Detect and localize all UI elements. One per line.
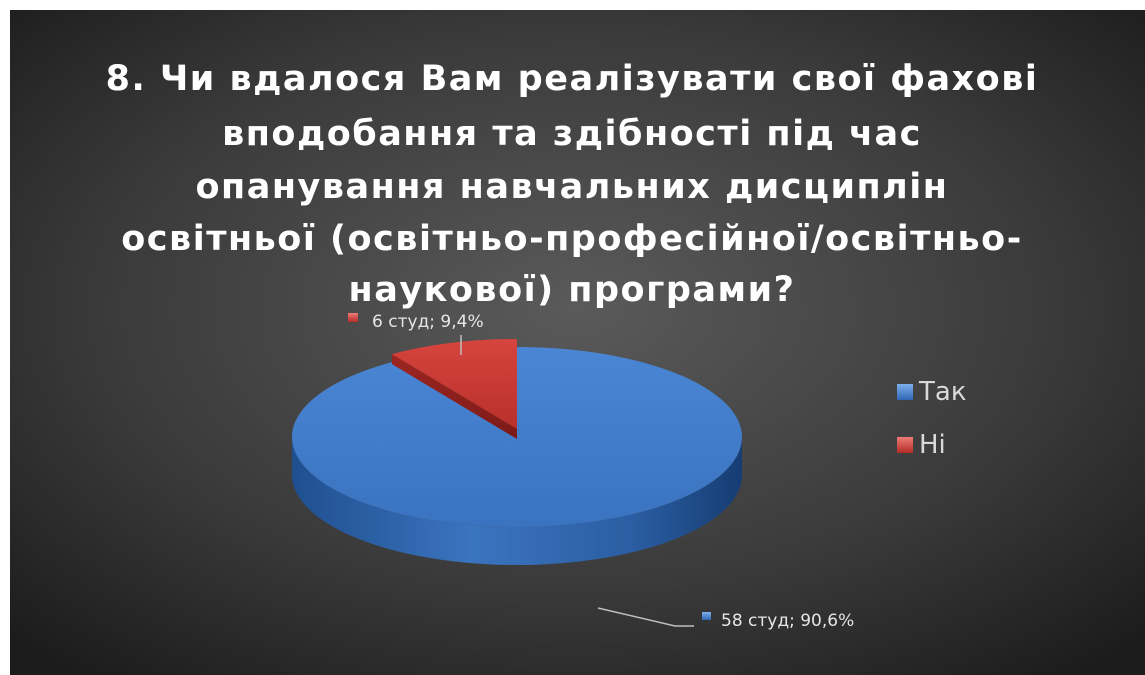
legend: Так Ні — [897, 377, 967, 460]
data-label-tak: 58 студ; 90,6% — [721, 611, 854, 631]
chart-title-line: вподобання та здібності під час — [222, 114, 922, 154]
chart-title-line: наукової) програми? — [349, 270, 796, 310]
pie — [292, 339, 743, 565]
chart-background — [10, 10, 1145, 675]
leader-line-tak — [597, 607, 694, 627]
pie-slice-ni — [391, 339, 517, 429]
chart-title-line: 8. Чи вдалося Вам реалізувати свої фахов… — [106, 59, 1039, 99]
legend-entry: Ні — [919, 430, 946, 460]
data-label-ni: 6 студ; 9,4% — [372, 312, 484, 332]
data-label-marker-tak — [702, 612, 711, 620]
pie-slice-side-ni — [391, 354, 517, 439]
legend-entry: Так — [918, 377, 967, 407]
legend-marker — [897, 384, 913, 400]
chart-title-line: освітньої (освітньо-професійної/освітньо… — [121, 219, 1023, 259]
data-labels: 58 студ; 90,6% 6 студ; 9,4% — [348, 312, 854, 631]
pie-slice-side-tak — [292, 437, 742, 565]
data-label-marker-ni — [348, 313, 358, 322]
chart-title: 8. Чи вдалося Вам реалізувати свої фахов… — [106, 59, 1039, 310]
chart-title-line: опанування навчальних дисциплін — [196, 167, 949, 207]
legend-marker — [897, 437, 913, 453]
pie-slice-tak — [292, 347, 743, 528]
